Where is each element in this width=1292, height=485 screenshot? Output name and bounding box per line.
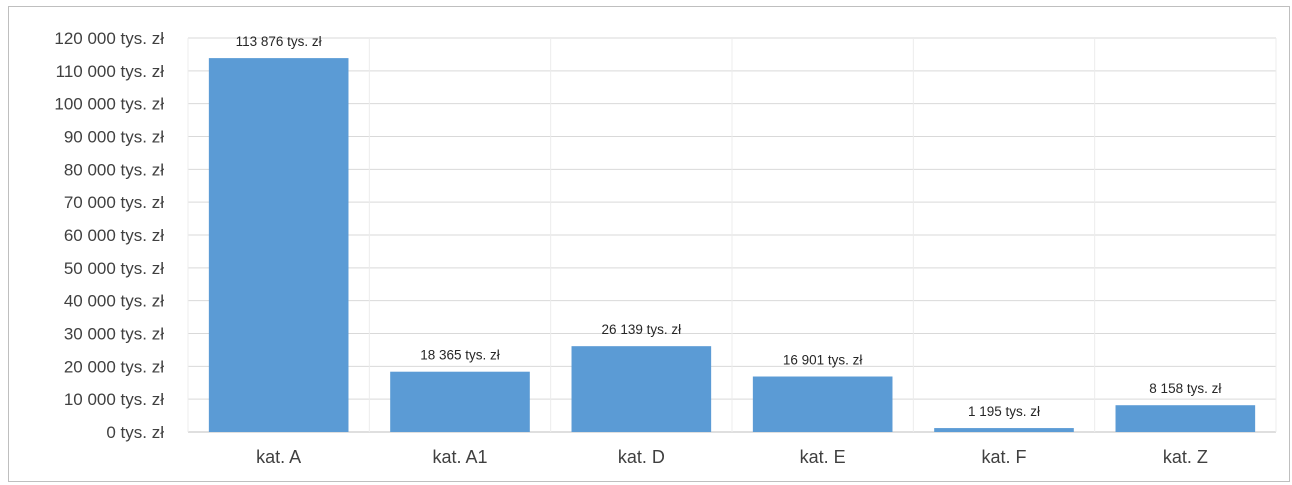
y-tick-label: 10 000 tys. zł	[64, 390, 164, 409]
bar	[752, 376, 893, 432]
y-tick-label: 100 000 tys. zł	[54, 95, 164, 114]
y-tick-label: 110 000 tys. zł	[56, 62, 165, 81]
bar	[390, 371, 530, 432]
y-tick-label: 120 000 tys. zł	[54, 29, 164, 48]
bar	[208, 58, 349, 433]
bars	[208, 58, 1256, 433]
x-tick-label: kat. A	[256, 447, 301, 467]
data-labels: 113 876 tys. zł 18 365 tys. zł 26 139 tys.…	[236, 34, 1222, 419]
bar	[1115, 405, 1256, 432]
data-label: 26 139 tys. zł	[602, 322, 682, 337]
bar	[934, 428, 1074, 432]
data-label: 18 365 tys. zł	[420, 348, 500, 363]
x-tick-label: kat. E	[800, 447, 846, 467]
y-tick-label: 30 000 tys. zł	[64, 325, 164, 344]
y-tick-label: 20 000 tys. zł	[64, 357, 164, 376]
x-tick-label: kat. F	[981, 447, 1026, 467]
y-tick-label: 80 000 tys. zł	[64, 160, 164, 179]
x-tick-label: kat. A1	[432, 447, 487, 467]
bar	[571, 346, 712, 432]
y-tick-label: 70 000 tys. zł	[64, 193, 164, 212]
data-label: 1 195 tys. zł	[968, 404, 1040, 419]
data-label: 16 901 tys. zł	[783, 353, 863, 368]
data-label: 113 876 tys. zł	[236, 34, 322, 49]
x-tick-label: kat. Z	[1163, 447, 1208, 467]
y-tick-label: 40 000 tys. zł	[64, 292, 164, 311]
y-tick-label: 60 000 tys. zł	[64, 226, 164, 245]
y-axis-tick-labels: 0 tys. zł 10 000 tys. zł 20 000 tys. zł 30 …	[54, 29, 164, 442]
x-axis-category-labels: kat. A kat. A1 kat. D kat. E kat. F kat. Z	[256, 447, 1208, 467]
category-separators	[187, 38, 1277, 432]
y-tick-label: 50 000 tys. zł	[64, 259, 164, 278]
data-label: 8 158 tys. zł	[1149, 381, 1221, 396]
y-tick-label: 0 tys. zł	[106, 423, 164, 442]
x-tick-label: kat. D	[618, 447, 665, 467]
y-tick-label: 90 000 tys. zł	[64, 128, 164, 147]
